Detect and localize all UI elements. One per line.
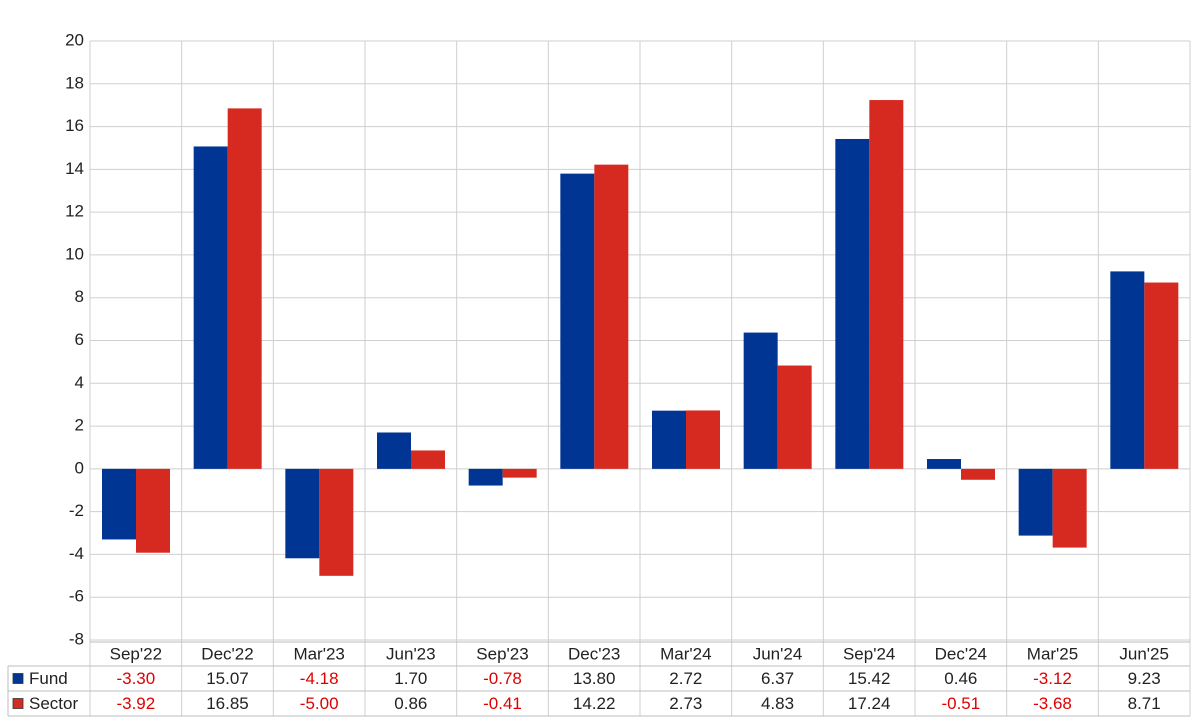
x-tick-label: Jun'23 bbox=[386, 644, 436, 663]
legend-swatch bbox=[12, 673, 24, 684]
y-tick-label: 18 bbox=[65, 73, 84, 92]
y-tick-label: 10 bbox=[65, 244, 84, 263]
table-value: -0.78 bbox=[483, 669, 522, 688]
x-tick-label: Dec'23 bbox=[568, 644, 620, 663]
table-value: 15.07 bbox=[206, 669, 249, 688]
table-value: -3.68 bbox=[1033, 694, 1072, 713]
y-tick-label: 20 bbox=[65, 30, 84, 49]
legend-label: Sector bbox=[29, 694, 78, 713]
bar bbox=[777, 365, 812, 469]
x-tick-label: Jun'24 bbox=[753, 644, 803, 663]
x-tick-label: Mar'23 bbox=[293, 644, 344, 663]
table-value: 17.24 bbox=[848, 694, 891, 713]
bar bbox=[227, 108, 262, 469]
bar bbox=[835, 138, 870, 469]
table-value: 8.71 bbox=[1128, 694, 1161, 713]
table-value: -0.41 bbox=[483, 694, 522, 713]
table-value: 13.80 bbox=[573, 669, 616, 688]
bar bbox=[377, 432, 411, 469]
x-tick-label: Mar'25 bbox=[1027, 644, 1078, 663]
bar bbox=[594, 164, 629, 469]
table-value: 6.37 bbox=[761, 669, 794, 688]
y-tick-label: -4 bbox=[69, 544, 84, 563]
bar bbox=[686, 410, 720, 469]
legend-label: Fund bbox=[29, 669, 68, 688]
x-tick-label: Jun'25 bbox=[1119, 644, 1169, 663]
y-tick-label: 0 bbox=[75, 458, 84, 477]
x-tick-label: Sep'22 bbox=[110, 644, 162, 663]
x-tick-label: Mar'24 bbox=[660, 644, 711, 663]
y-tick-label: -6 bbox=[69, 587, 84, 606]
x-tick-label: Dec'24 bbox=[935, 644, 987, 663]
y-tick-label: 6 bbox=[75, 330, 84, 349]
table-value: 0.46 bbox=[944, 669, 977, 688]
y-tick-label: 16 bbox=[65, 116, 84, 135]
table-value: 4.83 bbox=[761, 694, 794, 713]
bar bbox=[927, 459, 961, 469]
table-value: 9.23 bbox=[1128, 669, 1161, 688]
bar bbox=[743, 332, 778, 469]
x-tick-label: Dec'22 bbox=[201, 644, 253, 663]
bar bbox=[102, 468, 136, 540]
bar bbox=[136, 468, 170, 553]
table-value: -4.18 bbox=[300, 669, 339, 688]
bar bbox=[193, 146, 228, 469]
legend-swatch bbox=[12, 698, 24, 709]
x-tick-label: Sep'24 bbox=[843, 644, 895, 663]
table-value: -5.00 bbox=[300, 694, 339, 713]
table-value: 2.73 bbox=[669, 694, 702, 713]
y-tick-label: 8 bbox=[75, 287, 84, 306]
table-value: 2.72 bbox=[669, 669, 702, 688]
bar bbox=[1110, 271, 1145, 469]
bar bbox=[1144, 282, 1179, 469]
bar bbox=[652, 410, 686, 469]
table-value: 16.85 bbox=[206, 694, 249, 713]
table-value: 14.22 bbox=[573, 694, 616, 713]
bar bbox=[560, 173, 595, 469]
bar bbox=[502, 468, 537, 478]
y-tick-label: 12 bbox=[65, 202, 84, 221]
bar bbox=[285, 468, 320, 559]
bar bbox=[319, 468, 354, 576]
table-value: 0.86 bbox=[394, 694, 427, 713]
table-value: 1.70 bbox=[394, 669, 427, 688]
bar bbox=[411, 450, 445, 469]
table-value: -3.30 bbox=[116, 669, 155, 688]
table-value: 15.42 bbox=[848, 669, 891, 688]
bar bbox=[1052, 468, 1087, 548]
y-tick-label: -8 bbox=[69, 629, 84, 648]
y-tick-label: 2 bbox=[75, 416, 84, 435]
table-value: -3.92 bbox=[116, 694, 155, 713]
y-tick-label: 4 bbox=[75, 373, 84, 392]
x-tick-label: Sep'23 bbox=[476, 644, 528, 663]
table-value: -0.51 bbox=[941, 694, 980, 713]
bar bbox=[961, 468, 995, 480]
table-value: -3.12 bbox=[1033, 669, 1072, 688]
bar bbox=[1018, 468, 1053, 536]
y-tick-label: -2 bbox=[69, 501, 84, 520]
bar bbox=[468, 468, 503, 486]
y-tick-label: 14 bbox=[65, 159, 84, 178]
bar bbox=[869, 100, 904, 469]
